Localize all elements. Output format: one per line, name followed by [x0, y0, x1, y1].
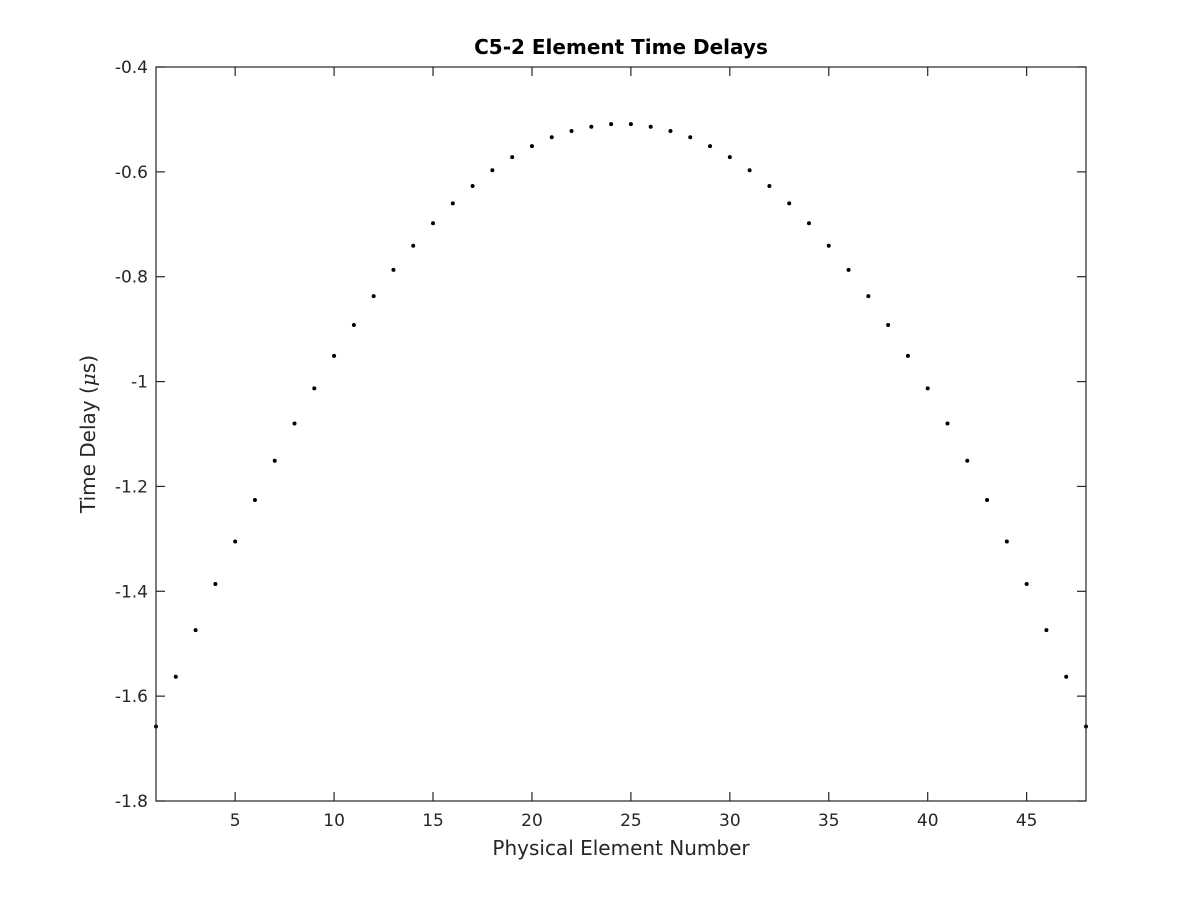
data-point: [688, 135, 693, 140]
data-point: [549, 135, 554, 140]
data-point: [213, 581, 218, 586]
x-tick-label: 10: [323, 811, 345, 831]
plot-area: [156, 67, 1086, 801]
data-point: [787, 201, 792, 206]
data-point: [747, 168, 752, 173]
chart-title: C5-2 Element Time Delays: [474, 35, 768, 59]
data-point: [945, 421, 950, 426]
x-tick-label: 20: [521, 811, 543, 831]
data-point: [628, 122, 633, 127]
data-point: [767, 184, 772, 189]
y-axis-label-suffix: s): [76, 355, 100, 373]
data-point: [371, 294, 376, 299]
data-point: [609, 122, 614, 127]
data-point: [846, 267, 851, 272]
y-axis-label-prefix: Time Delay (: [76, 386, 100, 514]
data-point: [569, 128, 574, 133]
y-tick-label: -0.4: [115, 58, 148, 78]
data-point: [332, 353, 337, 358]
data-point: [886, 322, 891, 327]
data-point: [312, 386, 317, 391]
y-axis-label-mu: μ: [76, 373, 100, 386]
data-point: [411, 243, 416, 248]
data-point: [272, 458, 277, 463]
data-point: [1024, 581, 1029, 586]
y-tick-label: -0.8: [115, 268, 148, 288]
data-point: [450, 201, 455, 206]
data-point: [806, 221, 811, 226]
x-tick-label: 30: [719, 811, 741, 831]
data-point: [233, 539, 238, 544]
x-tick-label: 35: [818, 811, 840, 831]
y-tick-label: -1.4: [115, 582, 148, 602]
data-point: [866, 294, 871, 299]
x-tick-label: 5: [230, 811, 241, 831]
data-point: [252, 498, 257, 503]
y-tick-label: -1: [131, 373, 148, 393]
data-point: [391, 267, 396, 272]
data-points: [154, 122, 1088, 729]
data-point: [925, 386, 930, 391]
data-point: [173, 674, 178, 679]
data-point: [589, 124, 594, 129]
x-tick-label: 45: [1016, 811, 1038, 831]
data-point: [431, 221, 436, 226]
x-tick-label: 15: [422, 811, 444, 831]
data-point: [490, 168, 495, 173]
data-point: [708, 144, 713, 149]
data-point: [965, 458, 970, 463]
y-tick-label: -1.2: [115, 477, 148, 497]
data-point: [510, 155, 515, 160]
data-point: [351, 322, 356, 327]
data-point: [470, 184, 475, 189]
y-tick-label: -1.6: [115, 687, 148, 707]
axes-box: [155, 66, 1087, 802]
data-point: [193, 628, 198, 633]
data-point: [985, 498, 990, 503]
x-tick-label: 25: [620, 811, 642, 831]
y-axis-ticks: -1.8 -1.6 -1.4 -1.2 -1 -0.8 -0.6 -0.4: [115, 58, 1086, 812]
y-tick-label: -1.8: [115, 792, 148, 812]
y-axis-label: Time Delay (μs): [76, 355, 100, 514]
data-point: [1044, 628, 1049, 633]
x-axis-ticks: 5 10 15 20 25 30 35 40 45: [230, 67, 1038, 831]
x-tick-label: 40: [917, 811, 939, 831]
x-axis-label: Physical Element Number: [492, 836, 750, 860]
data-point: [292, 421, 297, 426]
data-point: [905, 353, 910, 358]
data-point: [826, 243, 831, 248]
data-point: [648, 124, 653, 129]
y-tick-label: -0.6: [115, 163, 148, 183]
data-point: [529, 144, 534, 149]
data-point: [1004, 539, 1009, 544]
data-point: [1064, 674, 1069, 679]
data-point: [727, 155, 732, 160]
data-point: [668, 128, 673, 133]
